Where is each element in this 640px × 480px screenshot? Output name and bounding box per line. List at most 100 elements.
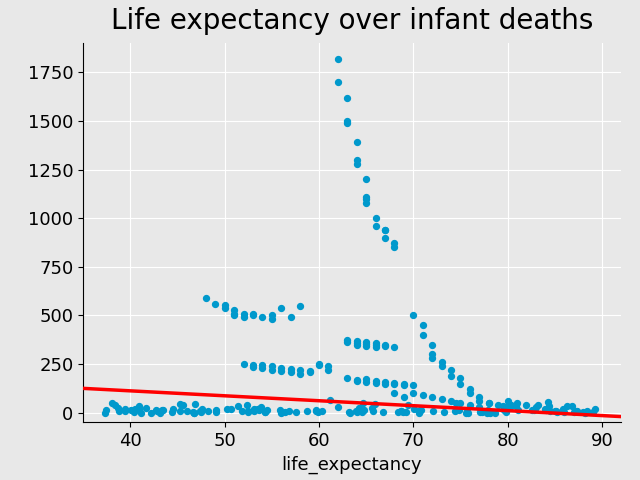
Point xyxy=(210,300,220,308)
Point xyxy=(371,377,381,384)
Point xyxy=(484,399,494,407)
Title: Life expectancy over infant deaths: Life expectancy over infant deaths xyxy=(111,7,593,36)
Point xyxy=(249,406,259,413)
Point xyxy=(461,408,472,415)
Point xyxy=(342,336,353,344)
Point xyxy=(267,366,277,374)
Point xyxy=(242,401,252,409)
Point xyxy=(436,395,447,403)
Point xyxy=(427,393,437,401)
Point xyxy=(351,139,362,146)
Point xyxy=(552,408,562,416)
Point xyxy=(531,403,541,411)
Point xyxy=(285,313,296,321)
Point xyxy=(500,408,511,416)
Point xyxy=(351,339,362,347)
Point xyxy=(259,408,269,416)
Point xyxy=(483,406,493,414)
Point xyxy=(540,405,550,413)
Point xyxy=(151,406,161,413)
Point xyxy=(323,362,333,370)
Point xyxy=(333,55,343,62)
Point xyxy=(351,341,362,348)
Point xyxy=(399,381,409,388)
Point xyxy=(513,406,524,414)
Point xyxy=(354,405,364,412)
Point xyxy=(572,407,582,415)
Point xyxy=(413,409,424,417)
Point xyxy=(211,408,221,416)
Point xyxy=(527,406,538,414)
Point xyxy=(211,407,221,414)
Point xyxy=(436,362,447,370)
Point xyxy=(175,400,185,408)
Point xyxy=(455,399,465,407)
Point xyxy=(248,311,258,318)
Point xyxy=(248,363,258,371)
Point xyxy=(136,409,146,417)
Point xyxy=(446,397,456,405)
Point xyxy=(344,409,355,417)
Point xyxy=(415,407,426,414)
Point xyxy=(465,389,475,397)
Point xyxy=(227,406,237,413)
Point xyxy=(380,342,390,350)
Point xyxy=(490,409,500,417)
Point xyxy=(305,368,315,376)
X-axis label: life_expectancy: life_expectancy xyxy=(282,456,422,474)
Point xyxy=(257,364,268,372)
Point xyxy=(367,404,377,411)
Point xyxy=(562,402,572,410)
Point xyxy=(451,399,461,407)
Point xyxy=(317,407,327,415)
Point xyxy=(229,310,239,317)
Point xyxy=(428,408,438,415)
Point xyxy=(474,393,484,401)
Point xyxy=(389,243,399,251)
Point xyxy=(305,367,315,375)
Point xyxy=(588,408,598,416)
Point xyxy=(540,406,550,414)
Point xyxy=(243,408,253,415)
Point xyxy=(418,331,428,339)
Point xyxy=(361,195,371,203)
Point xyxy=(371,215,381,222)
Point xyxy=(389,343,399,351)
Point xyxy=(568,408,579,416)
Point xyxy=(239,313,249,321)
Point xyxy=(361,176,371,183)
Point xyxy=(461,409,472,417)
Point xyxy=(351,376,362,384)
Point xyxy=(257,313,268,321)
Point xyxy=(361,378,371,385)
Point xyxy=(220,301,230,309)
Point xyxy=(451,407,461,415)
Point xyxy=(371,343,381,350)
Point xyxy=(229,306,239,313)
Point xyxy=(361,375,371,383)
Point xyxy=(113,405,123,412)
Point xyxy=(302,407,312,415)
Point xyxy=(314,361,324,369)
Point xyxy=(446,366,456,374)
Point xyxy=(465,385,475,393)
Point xyxy=(260,408,270,416)
Point xyxy=(368,407,378,415)
Point xyxy=(276,409,286,417)
Point xyxy=(276,367,286,375)
Point xyxy=(257,361,268,369)
Point xyxy=(295,370,305,378)
Point xyxy=(295,366,305,374)
Point xyxy=(439,408,449,416)
Point xyxy=(276,364,286,372)
Point xyxy=(134,405,144,413)
Point xyxy=(361,340,371,348)
Point xyxy=(325,396,335,404)
Point xyxy=(408,406,419,413)
Point xyxy=(267,312,277,319)
Point xyxy=(504,403,515,410)
Point xyxy=(267,362,277,370)
Point xyxy=(415,406,426,413)
Point xyxy=(465,401,475,409)
Point xyxy=(370,400,380,408)
